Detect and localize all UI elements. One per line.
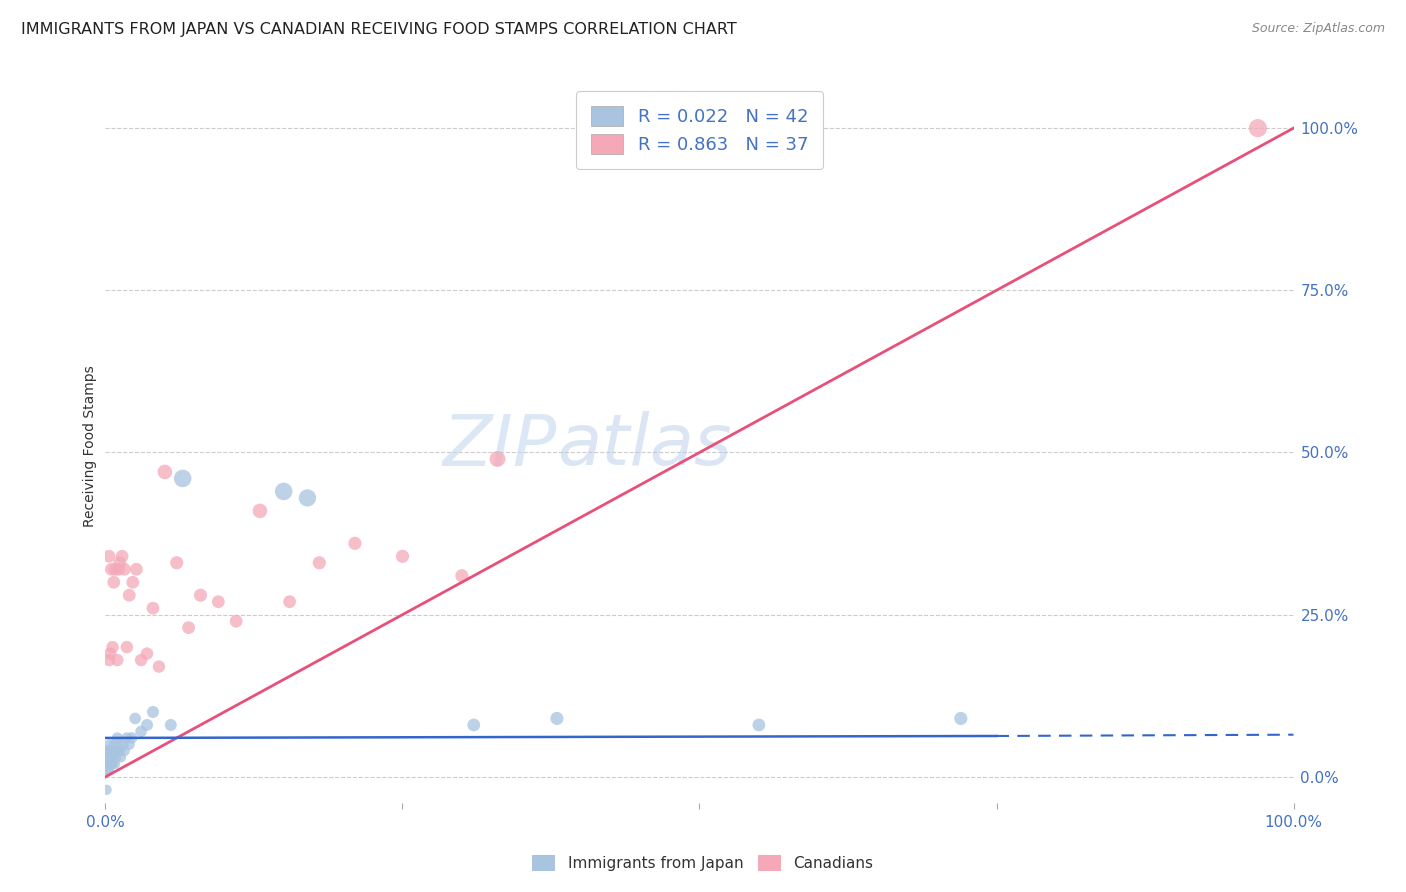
Point <box>177 621 200 635</box>
Point <box>101 744 124 758</box>
Point <box>110 750 132 764</box>
Point <box>98 744 121 758</box>
Point <box>101 756 124 771</box>
Point <box>107 738 129 752</box>
Point <box>100 750 122 764</box>
Point <box>97 744 120 758</box>
Point <box>148 659 170 673</box>
Point <box>115 731 138 745</box>
Point <box>190 588 212 602</box>
Point <box>104 562 127 576</box>
Point <box>297 491 319 505</box>
Point <box>105 731 128 745</box>
Point <box>121 575 143 590</box>
Point <box>100 756 122 771</box>
Point <box>98 756 121 771</box>
Point <box>103 750 125 764</box>
Point <box>129 724 152 739</box>
Point <box>546 711 568 725</box>
Y-axis label: Receiving Food Stamps: Receiving Food Stamps <box>83 365 97 527</box>
Point <box>136 647 159 661</box>
Point <box>391 549 413 564</box>
Point <box>159 718 181 732</box>
Point <box>172 471 194 485</box>
Point <box>101 640 124 654</box>
Point <box>98 756 121 771</box>
Point <box>97 744 120 758</box>
Point <box>225 614 247 628</box>
Point <box>125 562 148 576</box>
Point <box>166 556 188 570</box>
Point <box>96 782 118 797</box>
Point <box>142 601 165 615</box>
Point <box>98 764 121 778</box>
Point <box>105 744 128 758</box>
Point <box>98 738 121 752</box>
Point <box>108 744 131 758</box>
Point <box>273 484 295 499</box>
Point <box>748 718 770 732</box>
Point <box>98 653 121 667</box>
Point <box>121 731 143 745</box>
Point <box>118 588 141 602</box>
Point <box>111 549 134 564</box>
Point <box>124 711 146 725</box>
Point <box>112 738 135 752</box>
Point <box>103 575 125 590</box>
Point <box>486 452 509 467</box>
Legend: R = 0.022   N = 42, R = 0.863   N = 37: R = 0.022 N = 42, R = 0.863 N = 37 <box>576 91 823 169</box>
Point <box>108 556 131 570</box>
Point <box>129 653 152 667</box>
Point <box>97 764 120 778</box>
Point <box>98 549 121 564</box>
Point <box>105 653 128 667</box>
Legend: Immigrants from Japan, Canadians: Immigrants from Japan, Canadians <box>526 849 880 877</box>
Text: ZIP: ZIP <box>443 411 557 481</box>
Point <box>104 744 127 758</box>
Point <box>107 562 129 576</box>
Point <box>114 744 136 758</box>
Point <box>949 711 972 725</box>
Point <box>450 568 472 582</box>
Point <box>153 465 176 479</box>
Point <box>98 750 121 764</box>
Point <box>136 718 159 732</box>
Point <box>104 756 127 771</box>
Point <box>278 595 301 609</box>
Point <box>463 718 485 732</box>
Point <box>114 562 136 576</box>
Text: atlas: atlas <box>557 411 731 481</box>
Point <box>308 556 330 570</box>
Point <box>96 750 118 764</box>
Point <box>115 640 138 654</box>
Point <box>142 705 165 719</box>
Point <box>100 756 122 771</box>
Point <box>249 504 271 518</box>
Point <box>343 536 366 550</box>
Point <box>98 647 121 661</box>
Text: Source: ZipAtlas.com: Source: ZipAtlas.com <box>1251 22 1385 36</box>
Point <box>105 750 128 764</box>
Point <box>207 595 229 609</box>
Point <box>1247 121 1270 136</box>
Point <box>97 756 120 771</box>
Point <box>105 744 128 758</box>
Text: IMMIGRANTS FROM JAPAN VS CANADIAN RECEIVING FOOD STAMPS CORRELATION CHART: IMMIGRANTS FROM JAPAN VS CANADIAN RECEIV… <box>21 22 737 37</box>
Point <box>100 562 122 576</box>
Point <box>103 738 125 752</box>
Point <box>118 738 141 752</box>
